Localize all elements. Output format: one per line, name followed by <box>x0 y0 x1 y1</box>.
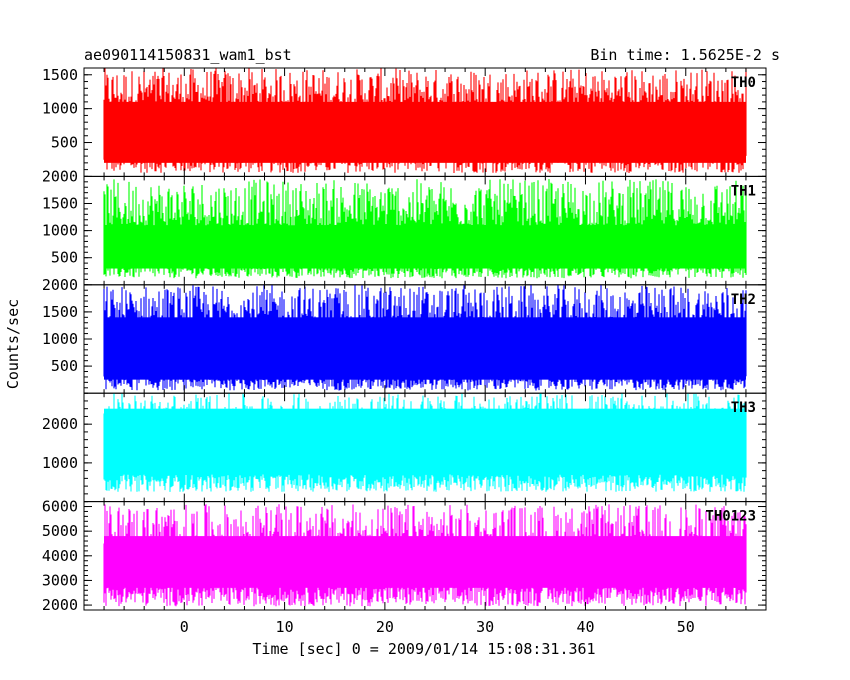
y-tick-label: 2000 <box>42 167 78 185</box>
x-tick-label: 40 <box>576 618 594 636</box>
y-tick-label: 6000 <box>42 498 78 516</box>
chart-title-right: Bin time: 1.5625E-2 s <box>590 46 780 64</box>
panel-th0: 500 1000 1500 TH0 <box>42 66 767 177</box>
x-tick-label: 50 <box>677 618 695 636</box>
y-tick-label: 1000 <box>42 454 78 472</box>
y-axis-label: Counts/sec <box>4 299 22 389</box>
y-tick-label: 1500 <box>42 195 78 213</box>
panel-th2: 500 1000 1500 2000 TH2 <box>42 276 767 394</box>
x-tick-label: 30 <box>476 618 494 636</box>
series-th2-core <box>104 317 746 380</box>
y-tick-label: 2000 <box>42 415 78 433</box>
series-th0-core <box>104 101 746 163</box>
panel-label-th0: TH0 <box>731 75 756 91</box>
y-tick-label: 500 <box>51 357 78 375</box>
series-th3-core <box>104 408 746 475</box>
panel-label-th0123: TH0123 <box>705 509 756 525</box>
panel-th3: 1000 2000 TH3 <box>42 392 767 503</box>
y-tick-label: 3000 <box>42 571 78 589</box>
panel-label-th3: TH3 <box>731 400 756 416</box>
panel-th0123: 2000 3000 4000 5000 6000 TH0123 <box>42 498 767 614</box>
x-tick-label: 10 <box>276 618 294 636</box>
y-tick-label: 1000 <box>42 330 78 348</box>
x-tick-label: 20 <box>376 618 394 636</box>
x-tick-label: 0 <box>180 618 189 636</box>
panel-th1: 500 1000 1500 2000 TH1 <box>42 167 767 286</box>
y-tick-label: 1000 <box>42 222 78 240</box>
panel-label-th1: TH1 <box>731 183 756 199</box>
y-tick-label: 4000 <box>42 547 78 565</box>
y-tick-label: 5000 <box>42 522 78 540</box>
y-tick-label: 1000 <box>42 100 78 118</box>
y-tick-label: 500 <box>51 134 78 152</box>
y-tick-label: 1500 <box>42 66 78 84</box>
y-tick-label: 1500 <box>42 303 78 321</box>
y-tick-label: 500 <box>51 249 78 267</box>
x-axis-label: Time [sec] 0 = 2009/01/14 15:08:31.361 <box>252 640 595 658</box>
y-tick-label: 2000 <box>42 276 78 294</box>
y-tick-label: 2000 <box>42 596 78 614</box>
panel-label-th2: TH2 <box>731 292 756 308</box>
series-th0123-core <box>104 536 746 588</box>
chart-title-left: ae090114150831_wam1_bst <box>84 46 292 64</box>
series-th1-core <box>104 230 746 269</box>
